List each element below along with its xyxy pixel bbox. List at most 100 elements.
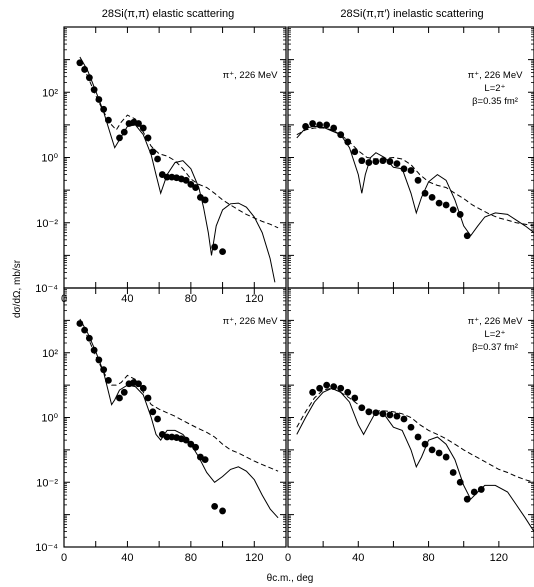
dashed-curve (79, 320, 279, 472)
x-tick-label: 120 (245, 552, 263, 564)
data-point (323, 121, 331, 129)
title-right: 28Si(π,π′) inelastic scattering (340, 8, 483, 20)
data-point (372, 158, 380, 165)
x-tick-label: 40 (121, 293, 133, 305)
data-point (344, 138, 352, 146)
data-point (154, 155, 161, 163)
data-point (182, 436, 190, 444)
data-point (442, 453, 450, 461)
x-tick-label: 40 (352, 552, 364, 564)
y-axis-label: dσ/dΩ, mb/sr (12, 259, 23, 318)
data-point (414, 176, 422, 184)
data-point (344, 388, 352, 396)
data-point (120, 388, 128, 396)
solid-curve (79, 56, 276, 283)
data-point (139, 384, 147, 392)
data-point (393, 160, 401, 168)
y-tick-label: 10⁻⁴ (35, 283, 58, 295)
data-point (154, 415, 161, 423)
data-point (201, 196, 209, 204)
panel-annotation: β=0.35 fm² (472, 96, 518, 107)
data-point (442, 201, 450, 209)
data-point (379, 157, 387, 165)
x-tick-label: 120 (245, 293, 263, 305)
y-tick-label: 10⁻² (36, 218, 58, 230)
data-point (428, 446, 436, 454)
data-point (449, 206, 457, 214)
x-tick-label: 120 (490, 552, 508, 564)
plot-area (76, 56, 279, 283)
panel-annotation: π⁺, 226 MeV (223, 70, 279, 81)
panel-annotation: π⁺, 226 MeV (468, 70, 524, 81)
data-point (400, 165, 408, 173)
data-point (149, 408, 157, 416)
panel-annotation: π⁺, 226 MeV (468, 316, 524, 327)
y-tick-label: 10⁰ (41, 153, 58, 165)
x-tick-label: 80 (422, 552, 434, 564)
data-point (393, 412, 401, 420)
data-point (463, 495, 471, 503)
plot-area (296, 381, 534, 532)
data-point (428, 193, 436, 201)
panel-3: 0 40 80 120 π⁺, 226 MeV L=2⁺ β=0.37 fm² (285, 287, 534, 564)
solid-curve (296, 125, 534, 237)
data-point (407, 167, 415, 174)
panel-frame (287, 26, 534, 289)
data-point (182, 176, 190, 184)
panel-annotation: π⁺, 226 MeV (223, 316, 279, 327)
panel-frame (63, 26, 287, 289)
x-tick-label: 0 (285, 552, 291, 564)
data-point (414, 433, 422, 441)
y-tick-label: 10² (42, 348, 58, 360)
data-point (163, 433, 171, 441)
data-point (192, 184, 200, 191)
data-point (219, 507, 226, 515)
x-axis-label: θc.m., deg (267, 573, 314, 584)
data-point (449, 469, 457, 476)
x-tick-label: 80 (185, 552, 197, 564)
data-point (201, 456, 209, 464)
panel-annotation: L=2⁺ (484, 83, 505, 94)
panel-1: π⁺, 226 MeV L=2⁺ β=0.35 fm² (287, 26, 534, 289)
data-point (309, 120, 316, 127)
data-point (139, 124, 147, 132)
y-tick-label: 10⁻² (36, 477, 58, 489)
x-tick-label: 40 (121, 552, 133, 564)
panel-annotation: L=2⁺ (484, 329, 505, 340)
data-point (144, 134, 152, 142)
data-point (116, 394, 123, 402)
data-point (435, 449, 443, 457)
data-point (337, 384, 345, 392)
data-point (470, 488, 478, 496)
data-point (400, 415, 408, 423)
dashed-curve (296, 387, 534, 483)
y-tick-label: 10⁻⁴ (35, 542, 58, 554)
panel-2: 0 40 80 120 10⁻⁴ 10⁻² 10⁰ 10² π⁺, 226 MeV (35, 287, 287, 564)
y-tick-label: 10² (42, 87, 58, 99)
data-point (407, 423, 415, 431)
data-point (211, 502, 219, 510)
data-point (351, 394, 359, 402)
data-point (421, 440, 429, 448)
y-tick-label: 10⁰ (41, 413, 58, 425)
data-point (435, 199, 443, 207)
x-tick-label: 0 (61, 552, 67, 564)
data-point (421, 189, 429, 197)
data-point (351, 148, 359, 156)
data-point (316, 384, 324, 392)
plot-area (76, 318, 279, 519)
dashed-curve (79, 59, 279, 229)
data-point (323, 381, 331, 389)
data-point (219, 248, 226, 256)
panel-annotation: β=0.37 fm² (472, 342, 518, 353)
title-left: 28Si(π,π) elastic scattering (102, 8, 235, 20)
data-point (386, 411, 394, 419)
solid-curve (296, 387, 534, 532)
x-tick-label: 80 (185, 293, 197, 305)
plot-area (296, 120, 534, 240)
dashed-curve (296, 127, 534, 227)
data-point (309, 388, 316, 396)
